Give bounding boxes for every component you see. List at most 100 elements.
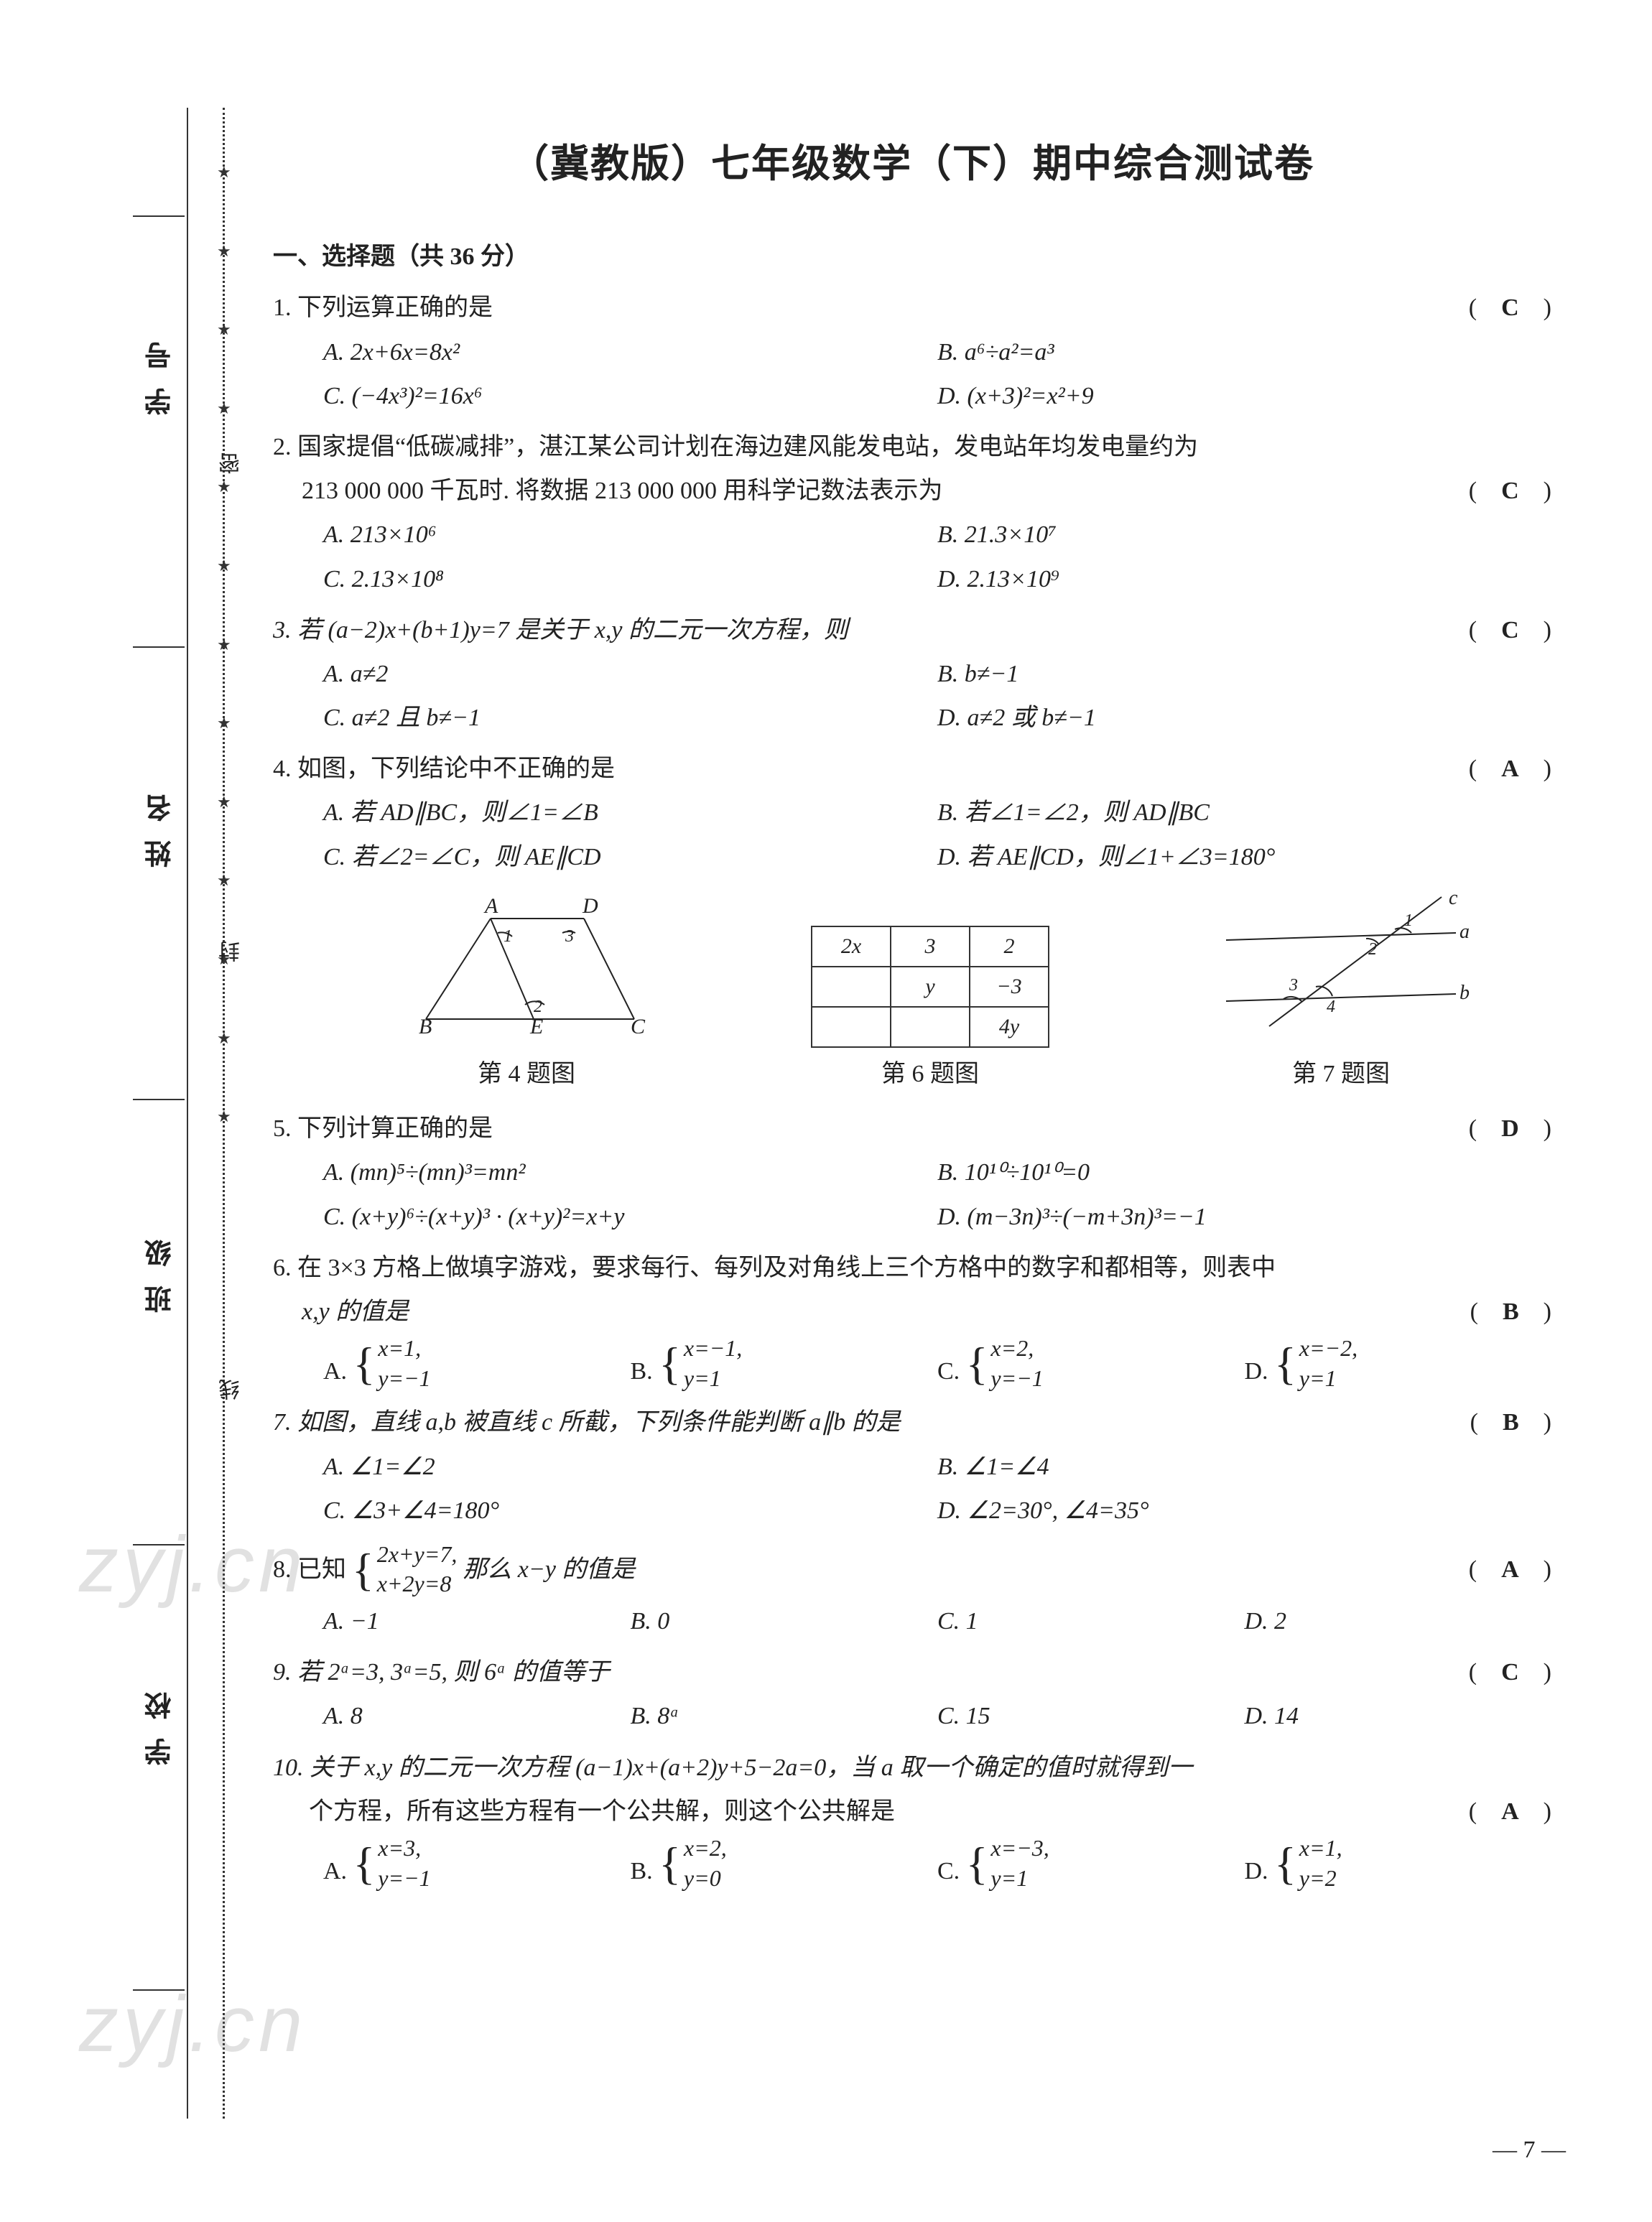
svg-text:3: 3 xyxy=(565,927,574,946)
gutter-label-xuexiao: 学校 xyxy=(136,1673,185,1765)
svg-text:3: 3 xyxy=(1289,976,1298,995)
q10-opt-c: C. {x=−3,y=1 xyxy=(937,1833,1245,1893)
figure-q7: cab 12 34 第 7 题图 xyxy=(1212,890,1470,1096)
q9-opt-b: B. 8ᵃ xyxy=(631,1694,938,1738)
q6-opt-d: D. {x=−2,y=1 xyxy=(1245,1334,1552,1393)
q8-opt-a: A. −1 xyxy=(323,1599,631,1643)
q3-answer: C xyxy=(1501,617,1519,643)
q2-line1: 2. 国家提倡“低碳减排”，湛江某公司计划在海边建风能发电站，发电站年均发电量约… xyxy=(273,425,1551,469)
q6-answer: B xyxy=(1503,1298,1519,1325)
q8-pre: 8. 已知 xyxy=(273,1548,346,1591)
page-number: — 7 — xyxy=(1493,2128,1566,2172)
brace-bot: x+2y=8 xyxy=(377,1569,458,1599)
exam-title: （冀教版）七年级数学（下）期中综合测试卷 xyxy=(273,129,1551,199)
q1-opt-c: C. (−4x³)²=16x⁶ xyxy=(323,374,937,418)
gutter-label-banji: 班级 xyxy=(136,1221,185,1313)
gutter-hline xyxy=(133,1099,185,1100)
q8-opt-d: D. 2 xyxy=(1245,1599,1552,1643)
q5-opt-d: D. (m−3n)³÷(−m+3n)³=−1 xyxy=(937,1195,1551,1239)
tbl-cell: −3 xyxy=(970,967,1049,1007)
q5-answer-slot: ( D ) xyxy=(1469,1107,1551,1150)
q4-opt-d: D. 若 AE∥CD，则∠1+∠3=180° xyxy=(937,835,1551,879)
q10-answer-slot: ( A ) xyxy=(1469,1790,1551,1833)
brace-bot: y=−1 xyxy=(378,1864,430,1894)
q5-opt-c: C. (x+y)⁶÷(x+y)³ · (x+y)²=x+y xyxy=(323,1195,937,1239)
q4-opt-c: C. 若∠2=∠C，则 AE∥CD xyxy=(323,835,937,879)
q10-opt-b: B. {x=2,y=0 xyxy=(631,1833,938,1893)
q4-text: 4. 如图，下列结论中不正确的是 xyxy=(273,756,615,782)
q6-line1: 6. 在 3×3 方格上做填字游戏，要求每行、每列及对角线上三个方格中的数字和都… xyxy=(273,1246,1551,1290)
q8-answer-slot: ( A ) xyxy=(1469,1548,1551,1591)
svg-text:2: 2 xyxy=(1368,940,1377,959)
q7-diagram: cab 12 34 xyxy=(1212,890,1470,1033)
q4-diagram: AD BEC 1 3 2 xyxy=(404,897,649,1033)
brace-bot: y=2 xyxy=(1299,1864,1342,1894)
question-8: 8. 已知 {2x+y=7,x+2y=8 那么 x−y 的值是 ( A ) A.… xyxy=(273,1540,1551,1643)
brace-bot: y=1 xyxy=(684,1364,742,1394)
q10-line1: 10. 关于 x,y 的二元一次方程 (a−1)x+(a+2)y+5−2a=0，… xyxy=(273,1746,1551,1790)
tbl-cell xyxy=(891,1007,970,1047)
q4-answer: A xyxy=(1501,756,1519,782)
tbl-cell: 4y xyxy=(970,1007,1049,1047)
brace-top: x=2, xyxy=(990,1334,1043,1364)
brace-top: x=3, xyxy=(378,1833,430,1864)
q4-opt-b: B. 若∠1=∠2，则 AD∥BC xyxy=(937,791,1551,835)
figcap-q6: 第 6 题图 xyxy=(811,1052,1049,1096)
figure-q6: 2x32 y−3 4y 第 6 题图 xyxy=(811,926,1049,1096)
brace-top: x=1, xyxy=(1299,1833,1342,1864)
q10-line2: 个方程，所有这些方程有一个公共解，则这个公共解是 xyxy=(309,1798,895,1825)
gutter-label-xingming: 姓名 xyxy=(136,776,185,868)
page-content: （冀教版）七年级数学（下）期中综合测试卷 一、选择题（共 36 分） 1. 下列… xyxy=(273,129,1551,1900)
q6-table: 2x32 y−3 4y xyxy=(811,926,1049,1048)
svg-text:D: D xyxy=(582,897,598,918)
q3-opt-d: D. a≠2 或 b≠−1 xyxy=(937,696,1551,740)
svg-text:b: b xyxy=(1460,982,1470,1004)
q8-answer: A xyxy=(1501,1556,1519,1583)
svg-text:c: c xyxy=(1449,890,1458,909)
q10-answer: A xyxy=(1501,1798,1519,1825)
q7-text: 7. 如图，直线 a,b 被直线 c 所截，下列条件能判断 a∥b 的是 xyxy=(273,1409,901,1436)
q3-opt-c: C. a≠2 且 b≠−1 xyxy=(323,696,937,740)
q7-opt-d: D. ∠2=30°, ∠4=35° xyxy=(937,1489,1551,1533)
tbl-cell xyxy=(812,1007,891,1047)
q10-opt-d: D. {x=1,y=2 xyxy=(1245,1833,1552,1893)
gutter-label-xuehao: 学号 xyxy=(136,323,185,415)
q8-opt-c: C. 1 xyxy=(937,1599,1245,1643)
q5-opt-b: B. 10¹⁰÷10¹⁰=0 xyxy=(937,1150,1551,1194)
q4-opt-a: A. 若 AD∥BC，则∠1=∠B xyxy=(323,791,937,835)
svg-text:4: 4 xyxy=(1327,998,1335,1016)
question-4: 4. 如图，下列结论中不正确的是 ( A ) A. 若 AD∥BC，则∠1=∠B… xyxy=(273,747,1551,879)
q1-answer: C xyxy=(1501,294,1519,321)
svg-text:A: A xyxy=(483,897,498,918)
svg-text:1: 1 xyxy=(1404,911,1413,930)
q2-opt-d: D. 2.13×10⁹ xyxy=(937,557,1551,601)
q5-answer: D xyxy=(1501,1115,1519,1142)
question-5: 5. 下列计算正确的是 ( D ) A. (mn)⁵÷(mn)³=mn² B. … xyxy=(273,1107,1551,1239)
tbl-cell: y xyxy=(891,967,970,1007)
q7-opt-c: C. ∠3+∠4=180° xyxy=(323,1489,937,1533)
question-2: 2. 国家提倡“低碳减排”，湛江某公司计划在海边建风能发电站，发电站年均发电量约… xyxy=(273,425,1551,601)
q2-opt-b: B. 21.3×10⁷ xyxy=(937,513,1551,557)
gutter-seal-feng: 封 xyxy=(213,934,251,962)
gutter-hline xyxy=(133,215,185,217)
q6-line2: x,y 的值是 xyxy=(302,1298,409,1325)
brace-top: 2x+y=7, xyxy=(377,1540,458,1570)
svg-text:B: B xyxy=(419,1015,432,1033)
q6-opt-c: C. {x=2,y=−1 xyxy=(937,1334,1245,1393)
q7-opt-b: B. ∠1=∠4 xyxy=(937,1445,1551,1489)
svg-text:C: C xyxy=(631,1015,646,1033)
q2-line2: 213 000 000 千瓦时. 将数据 213 000 000 用科学记数法表… xyxy=(302,478,943,504)
q5-opt-a: A. (mn)⁵÷(mn)³=mn² xyxy=(323,1150,937,1194)
q9-opt-d: D. 14 xyxy=(1245,1694,1552,1738)
question-10: 10. 关于 x,y 的二元一次方程 (a−1)x+(a+2)y+5−2a=0，… xyxy=(273,1746,1551,1894)
gutter-stars: ★★★ ★★★ ★★★ ★★★ ★ xyxy=(217,108,231,2119)
q6-opt-b: B. {x=−1,y=1 xyxy=(631,1334,938,1393)
q5-text: 5. 下列计算正确的是 xyxy=(273,1115,493,1142)
svg-text:E: E xyxy=(529,1015,543,1033)
q1-answer-slot: ( C ) xyxy=(1469,286,1551,330)
q9-opt-c: C. 15 xyxy=(937,1694,1245,1738)
gutter-hline xyxy=(133,1544,185,1545)
brace-bot: y=−1 xyxy=(378,1364,430,1394)
svg-text:2: 2 xyxy=(534,998,542,1016)
q10-opt-a: A. {x=3,y=−1 xyxy=(323,1833,631,1893)
